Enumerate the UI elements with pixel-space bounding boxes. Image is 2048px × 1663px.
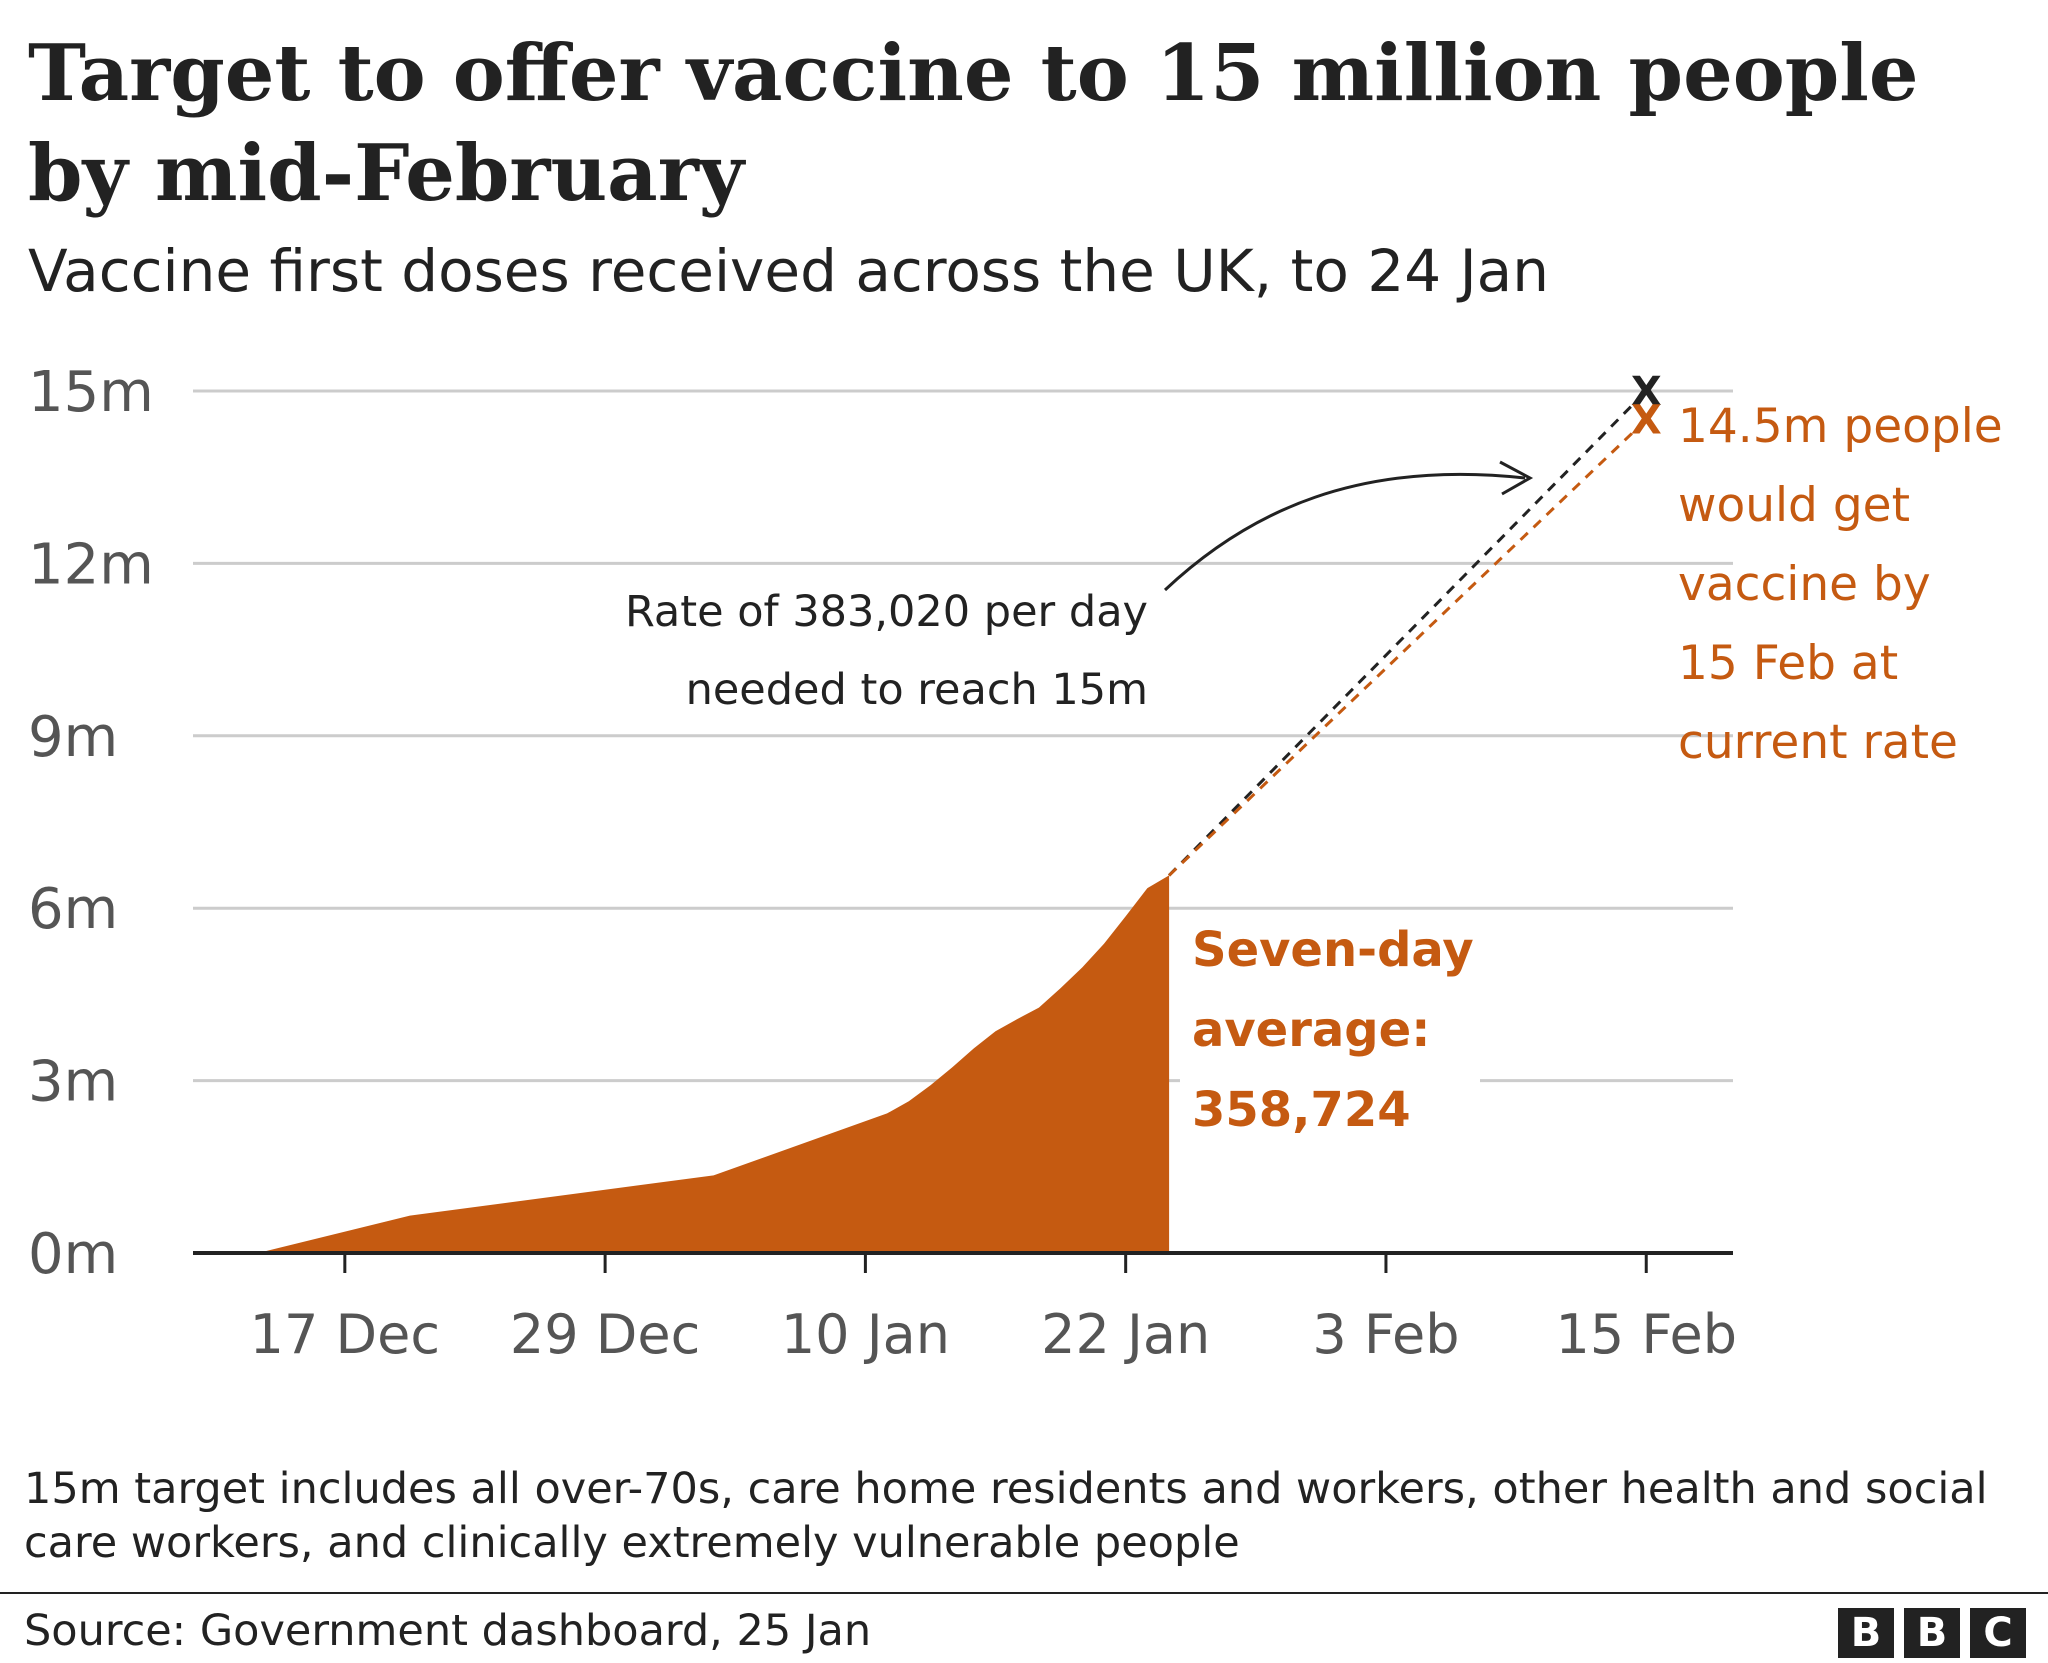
source-text: Source: Government dashboard, 25 Jan	[24, 1606, 872, 1656]
average-annotation: average:	[1192, 1002, 1430, 1058]
projection-marker: X	[1631, 369, 1662, 415]
x-tick-label: 3 Feb	[1312, 1303, 1459, 1366]
footnote: 15m target includes all over-70s, care h…	[24, 1464, 1988, 1568]
rate-arrow-head	[1499, 460, 1534, 496]
projection-line	[1167, 389, 1648, 877]
y-tick-label: 9m	[28, 705, 118, 770]
y-tick-label: 12m	[28, 532, 154, 597]
projection-annotation: 14.5m people	[1678, 399, 2003, 454]
chart-subtitle: Vaccine first doses received across the …	[28, 237, 1549, 305]
area-layer	[258, 875, 1170, 1253]
projection-annotation: current rate	[1678, 715, 1958, 770]
chart-title: Target to offer vaccine to 15 million pe…	[28, 28, 1919, 219]
y-tick-label: 6m	[28, 877, 118, 942]
axis-layer: 0m 3m 6m 9m 12m 15m 17 Dec 29 Dec 10 Jan 22 Jan 3 …	[28, 360, 1737, 1366]
x-tick-label: 29 Dec	[510, 1303, 700, 1366]
area-series	[258, 875, 1170, 1253]
x-tick-label: 17 Dec	[250, 1303, 440, 1366]
rate-annotation: needed to reach 15m	[686, 665, 1148, 715]
y-tick-label: 3m	[28, 1050, 118, 1115]
x-tick-label: 15 Feb	[1555, 1303, 1737, 1366]
vaccine-area-chart: 0m 3m 6m 9m 12m 15m 17 Dec 29 Dec 10 Jan 22 Jan 3 …	[28, 360, 2003, 1366]
logo-letter: B	[1904, 1608, 1960, 1658]
x-tick-label: 10 Jan	[781, 1303, 950, 1366]
average-annotation: 358,724	[1192, 1082, 1411, 1138]
rate-annotation: Rate of 383,020 per day	[625, 587, 1148, 637]
x-tick-label: 22 Jan	[1041, 1303, 1210, 1366]
projection-marker: X	[1631, 398, 1662, 444]
y-tick-label: 0m	[28, 1222, 118, 1287]
logo-letter: C	[1970, 1608, 2026, 1658]
logo-letter: B	[1838, 1608, 1894, 1658]
annotation-layer: Rate of 383,020 per day needed to reach 1…	[625, 399, 2003, 1145]
projection-layer: XX	[1167, 369, 1662, 877]
projection-annotation: 15 Feb at	[1678, 636, 1898, 691]
footer-divider	[0, 1592, 2048, 1594]
projection-annotation: vaccine by	[1678, 557, 1931, 612]
bbc-logo: B B C	[1838, 1608, 2026, 1658]
rate-arrow	[1163, 472, 1526, 592]
projection-annotation: would get	[1678, 478, 1910, 533]
grid-lines	[193, 389, 1733, 1083]
average-label-backing	[1180, 1075, 1480, 1145]
average-annotation: Seven-day	[1192, 922, 1474, 978]
y-tick-label: 15m	[28, 360, 154, 425]
projection-line	[1168, 418, 1648, 877]
